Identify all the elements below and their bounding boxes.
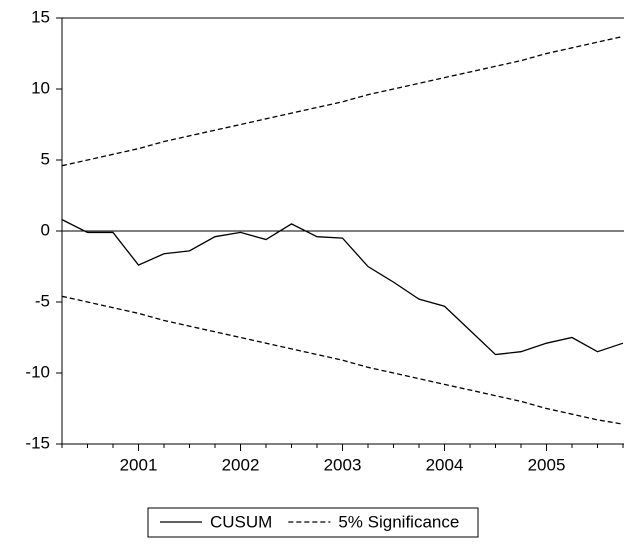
x-tick-label: 2002 <box>222 455 260 474</box>
legend-label: 5% Significance <box>338 512 459 531</box>
y-tick-label: 5 <box>41 149 50 168</box>
x-tick-label: 2003 <box>324 455 362 474</box>
x-tick-label: 2004 <box>426 455 464 474</box>
y-tick-label: 0 <box>41 220 50 239</box>
series-line <box>61 295 624 425</box>
x-tick-label: 2001 <box>120 455 158 474</box>
y-tick-label: 10 <box>31 78 50 97</box>
y-tick-label: -15 <box>25 433 50 452</box>
x-tick-label: 2005 <box>528 455 566 474</box>
series-line <box>61 219 624 356</box>
y-tick-label: 15 <box>31 7 50 26</box>
series-line <box>61 35 624 167</box>
y-tick-label: -10 <box>25 362 50 381</box>
y-tick-label: -5 <box>35 291 50 310</box>
legend-label: CUSUM <box>210 512 272 531</box>
